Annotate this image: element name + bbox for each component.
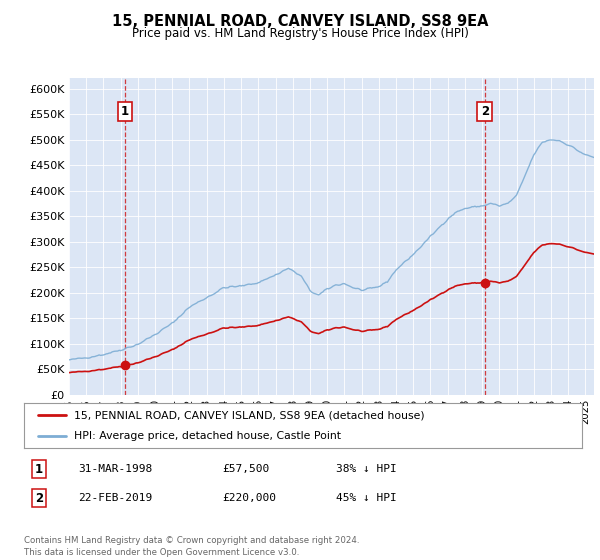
Text: £220,000: £220,000: [222, 493, 276, 503]
Text: 45% ↓ HPI: 45% ↓ HPI: [336, 493, 397, 503]
Text: 1: 1: [121, 105, 129, 118]
Text: 1: 1: [35, 463, 43, 476]
Text: 2: 2: [481, 105, 489, 118]
Text: Price paid vs. HM Land Registry's House Price Index (HPI): Price paid vs. HM Land Registry's House …: [131, 27, 469, 40]
Text: HPI: Average price, detached house, Castle Point: HPI: Average price, detached house, Cast…: [74, 431, 341, 441]
Text: 38% ↓ HPI: 38% ↓ HPI: [336, 464, 397, 474]
Text: 31-MAR-1998: 31-MAR-1998: [78, 464, 152, 474]
Text: 15, PENNIAL ROAD, CANVEY ISLAND, SS8 9EA: 15, PENNIAL ROAD, CANVEY ISLAND, SS8 9EA: [112, 14, 488, 29]
Text: Contains HM Land Registry data © Crown copyright and database right 2024.
This d: Contains HM Land Registry data © Crown c…: [24, 536, 359, 557]
Text: 15, PENNIAL ROAD, CANVEY ISLAND, SS8 9EA (detached house): 15, PENNIAL ROAD, CANVEY ISLAND, SS8 9EA…: [74, 410, 425, 421]
Text: 2: 2: [35, 492, 43, 505]
Text: £57,500: £57,500: [222, 464, 269, 474]
Text: 22-FEB-2019: 22-FEB-2019: [78, 493, 152, 503]
